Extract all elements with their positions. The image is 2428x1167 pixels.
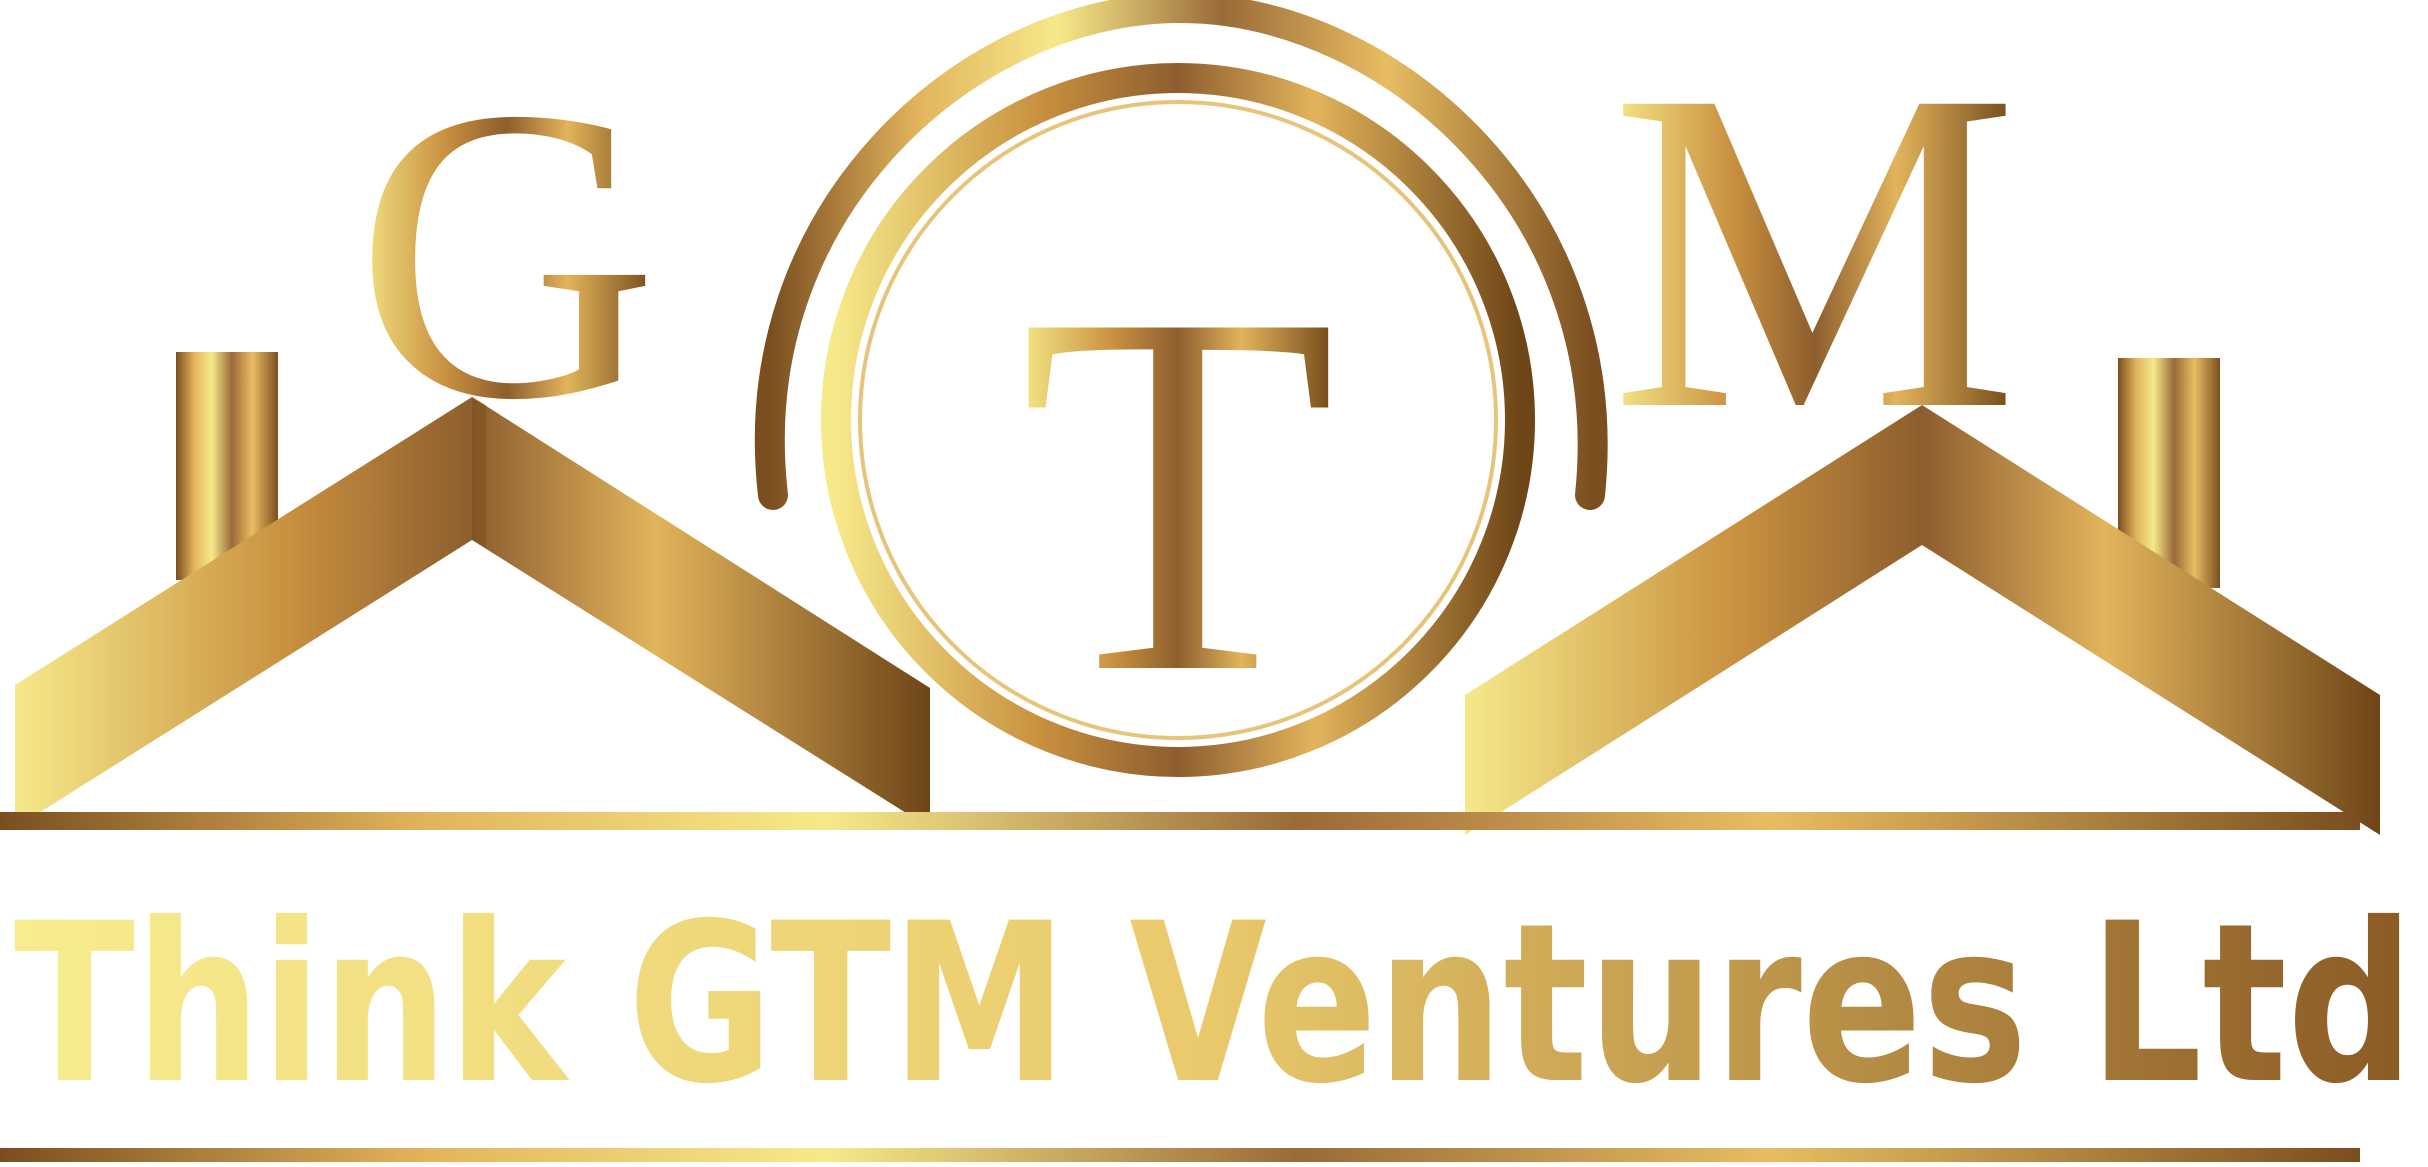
logo-letter-m: M bbox=[1610, 0, 2019, 505]
company-name-text: Think GTM Ventures Ltd bbox=[14, 876, 2414, 1132]
left-roof-outer bbox=[15, 397, 930, 828]
roof-base-line bbox=[0, 812, 2360, 830]
outer-arc bbox=[754, 0, 1608, 510]
inner-ring bbox=[858, 100, 1498, 740]
logo-letter-g: G bbox=[355, 21, 658, 486]
outer-ring bbox=[821, 63, 1535, 777]
logo-letter-t: T bbox=[1019, 206, 1337, 781]
bottom-underline bbox=[0, 1148, 2360, 1162]
right-roof-outer bbox=[1465, 405, 2380, 835]
left-roof-shade bbox=[472, 397, 486, 548]
